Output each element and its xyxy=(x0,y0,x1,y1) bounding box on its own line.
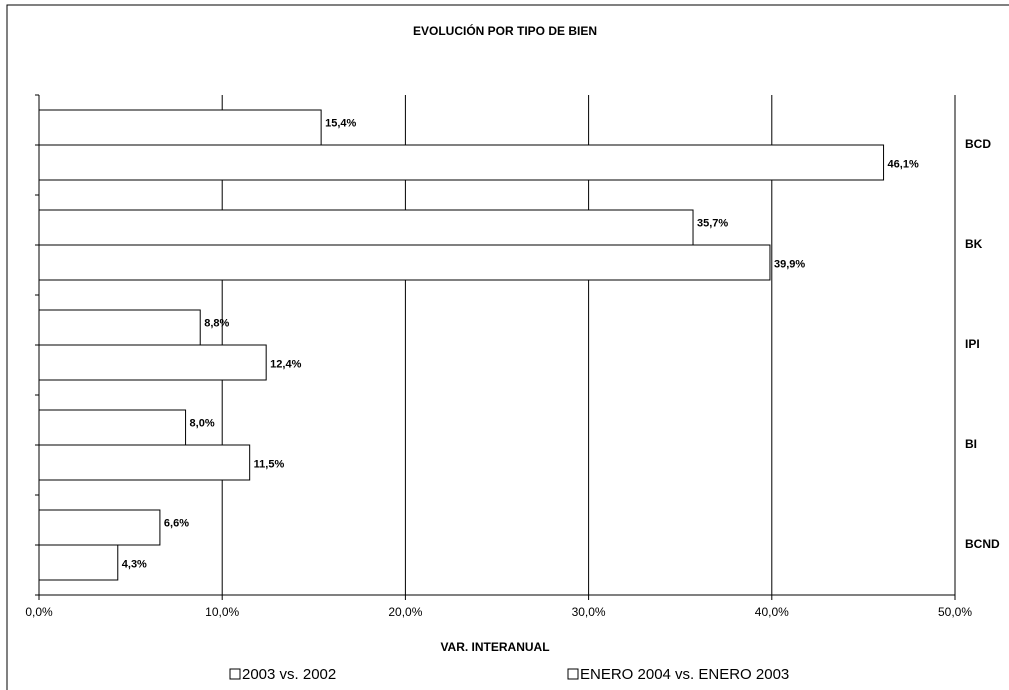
data-label: 35,7% xyxy=(697,217,728,229)
bar xyxy=(38,109,322,146)
category-label: BCND xyxy=(965,537,1000,551)
x-tick-label: 20,0% xyxy=(388,605,422,619)
legend-label: ENERO 2004 vs. ENERO 2003 xyxy=(580,666,789,683)
legend-swatch xyxy=(229,668,241,680)
x-tick-label: 30,0% xyxy=(572,605,606,619)
bar xyxy=(38,309,201,346)
bar xyxy=(38,144,885,181)
data-label: 6,6% xyxy=(164,517,189,529)
data-label: 46,1% xyxy=(888,158,919,170)
chart-title: EVOLUCIÓN POR TIPO DE BIEN xyxy=(413,23,597,38)
bar xyxy=(38,244,771,281)
category-label: BK xyxy=(965,237,983,251)
bar xyxy=(38,544,119,581)
bar xyxy=(38,409,187,446)
bar xyxy=(38,209,694,246)
bar xyxy=(38,344,267,381)
data-label: 4,3% xyxy=(122,558,147,570)
bar xyxy=(38,444,251,481)
x-tick-label: 40,0% xyxy=(755,605,789,619)
x-tick-label: 50,0% xyxy=(938,605,972,619)
data-label: 39,9% xyxy=(774,258,805,270)
x-axis-title: VAR. INTERANUAL xyxy=(440,640,549,654)
data-label: 8,0% xyxy=(190,417,215,429)
data-label: 8,8% xyxy=(204,317,229,329)
legend-swatch xyxy=(567,668,579,680)
data-label: 15,4% xyxy=(325,117,356,129)
category-label: IPI xyxy=(965,337,980,351)
category-label: BCD xyxy=(965,137,991,151)
data-label: 12,4% xyxy=(270,358,301,370)
category-label: BI xyxy=(965,437,977,451)
x-tick-label: 0,0% xyxy=(25,605,53,619)
x-tick-label: 10,0% xyxy=(205,605,239,619)
data-label: 11,5% xyxy=(254,458,285,470)
bar xyxy=(38,509,161,546)
legend-label: 2003 vs. 2002 xyxy=(242,666,336,683)
